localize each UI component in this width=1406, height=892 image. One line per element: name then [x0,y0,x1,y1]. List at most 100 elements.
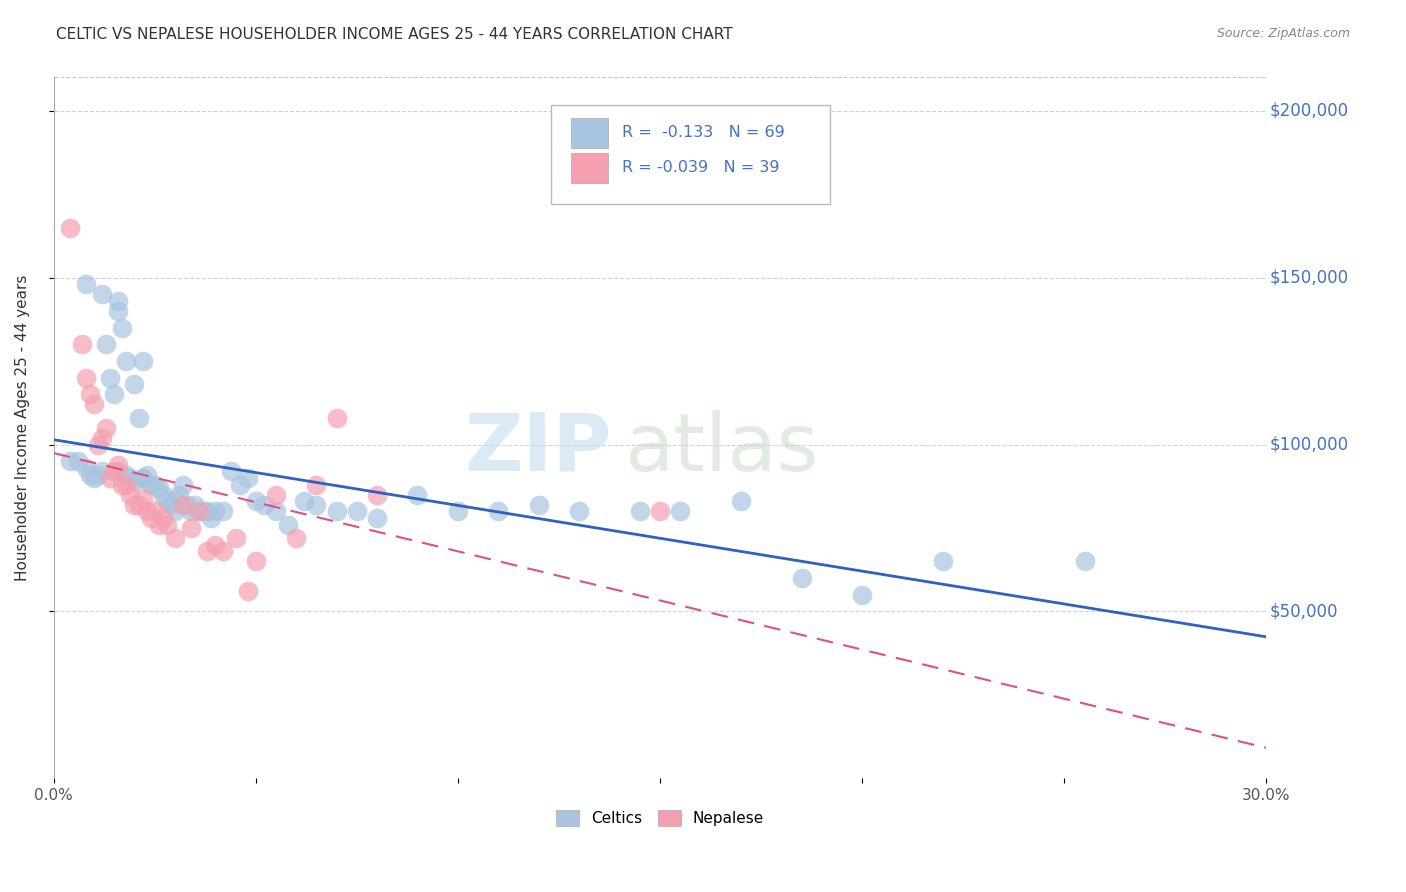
Point [285,531,308,545]
Point [131,471,153,485]
Point [193,504,215,518]
Point [131,491,153,505]
Point [176,498,198,512]
Point [79,467,101,482]
Point [152,487,174,501]
FancyBboxPatch shape [571,153,607,183]
Point [143,504,166,518]
Point [98,471,121,485]
Point [236,471,259,485]
FancyBboxPatch shape [551,105,830,203]
Point [107,304,129,318]
Point [96,421,118,435]
Point [167,487,190,501]
Point [131,354,153,368]
Point [111,477,134,491]
Point [225,531,247,545]
Text: $150,000: $150,000 [1270,268,1350,286]
Point [75,277,97,292]
Legend: Celtics, Nepalese: Celtics, Nepalese [548,803,772,834]
Point [128,498,150,512]
Point [96,337,118,351]
Point [59,220,82,235]
Point [228,477,250,491]
Point [253,498,276,512]
Point [325,410,347,425]
Point [83,471,105,485]
Point [195,544,218,558]
Point [156,494,179,508]
Point [103,464,125,478]
Point [200,511,222,525]
Point [188,504,211,518]
Point [115,477,138,491]
Point [120,471,142,485]
Point [163,504,186,518]
Point [184,498,207,512]
Point [111,320,134,334]
Point [103,387,125,401]
Point [91,464,114,478]
FancyBboxPatch shape [571,118,607,147]
Point [124,498,146,512]
Point [148,517,170,532]
Point [131,471,153,485]
Point [236,584,259,599]
Point [87,437,110,451]
Text: R =  -0.133   N = 69: R = -0.133 N = 69 [623,125,785,140]
Point [139,477,162,491]
Text: Source: ZipAtlas.com: Source: ZipAtlas.com [1216,27,1350,40]
Point [790,571,813,585]
Point [204,504,226,518]
Point [366,511,388,525]
Point [628,504,651,518]
Point [107,293,129,308]
Point [264,504,287,518]
Point [406,487,429,501]
Point [107,464,129,478]
Point [83,397,105,411]
Point [292,494,315,508]
Point [305,498,328,512]
Point [120,487,142,501]
Point [447,504,470,518]
Point [139,511,162,525]
Text: CELTIC VS NEPALESE HOUSEHOLDER INCOME AGES 25 - 44 YEARS CORRELATION CHART: CELTIC VS NEPALESE HOUSEHOLDER INCOME AG… [56,27,733,42]
Point [70,337,93,351]
Point [221,464,243,478]
Point [366,487,388,501]
Point [91,287,114,301]
Point [172,498,194,512]
Point [143,477,166,491]
Point [245,554,267,568]
Y-axis label: Householder Income Ages 25 - 44 years: Householder Income Ages 25 - 44 years [15,275,30,581]
Point [128,410,150,425]
Point [124,377,146,392]
Point [568,504,591,518]
Point [160,498,183,512]
Point [245,494,267,508]
Point [66,454,89,468]
Point [91,431,114,445]
Point [115,467,138,482]
Point [277,517,299,532]
Point [195,504,218,518]
Text: R = -0.039   N = 39: R = -0.039 N = 39 [623,161,780,176]
Point [730,494,752,508]
Point [135,467,157,482]
Point [163,494,186,508]
Point [124,474,146,488]
Point [204,538,226,552]
Point [212,504,235,518]
Point [59,454,82,468]
Point [1073,554,1095,568]
Point [87,467,110,482]
Point [135,504,157,518]
Point [305,477,328,491]
Point [180,504,202,518]
Point [932,554,955,568]
Point [75,461,97,475]
Point [107,458,129,472]
Point [172,477,194,491]
Text: atlas: atlas [624,409,818,488]
